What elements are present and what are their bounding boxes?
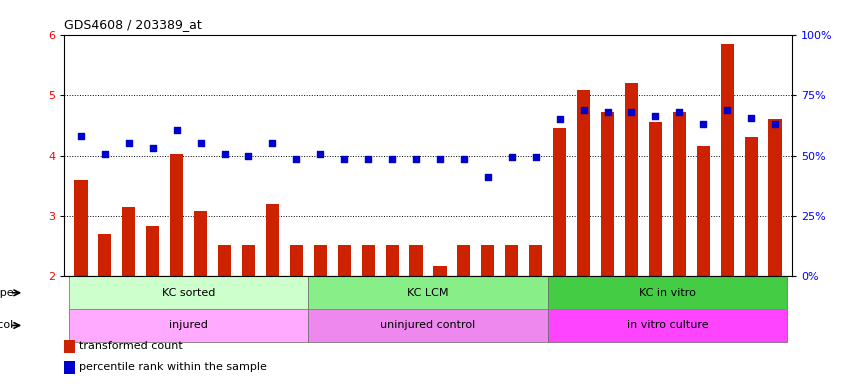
Bar <box>673 112 686 276</box>
Point <box>98 151 112 157</box>
Bar <box>601 112 614 276</box>
Text: injured: injured <box>169 320 208 331</box>
Point <box>361 156 375 162</box>
Point <box>193 141 207 147</box>
Text: KC sorted: KC sorted <box>162 288 216 298</box>
Bar <box>745 137 758 276</box>
Bar <box>577 90 590 276</box>
Point <box>385 156 399 162</box>
Bar <box>529 245 543 276</box>
Bar <box>505 245 519 276</box>
Bar <box>194 211 207 276</box>
Point <box>744 115 758 121</box>
Point <box>721 107 734 113</box>
Bar <box>433 266 447 276</box>
Bar <box>308 309 548 342</box>
Bar <box>769 119 782 276</box>
Bar <box>218 245 231 276</box>
Text: cell type: cell type <box>0 288 13 298</box>
Point <box>481 174 495 180</box>
Bar <box>649 122 662 276</box>
Bar <box>337 245 351 276</box>
Bar <box>361 245 375 276</box>
Point <box>217 151 231 157</box>
Bar <box>266 204 279 276</box>
Bar <box>625 83 638 276</box>
Bar <box>548 276 787 309</box>
Point <box>409 156 423 162</box>
Point <box>601 109 615 115</box>
Bar <box>481 245 495 276</box>
Text: protocol: protocol <box>0 320 13 331</box>
Bar <box>308 276 548 309</box>
Bar <box>69 276 308 309</box>
Text: percentile rank within the sample: percentile rank within the sample <box>79 362 266 372</box>
Point <box>433 156 447 162</box>
Point <box>241 152 255 159</box>
Bar <box>409 245 423 276</box>
Point <box>313 151 327 157</box>
Bar <box>74 180 87 276</box>
Bar <box>242 245 255 276</box>
Point <box>649 113 663 119</box>
Bar <box>69 309 308 342</box>
Point <box>768 121 782 127</box>
Text: KC in vitro: KC in vitro <box>639 288 696 298</box>
Bar <box>313 245 327 276</box>
Point <box>505 154 519 160</box>
Bar <box>553 128 566 276</box>
Bar <box>146 226 159 276</box>
Bar <box>697 146 710 276</box>
Point <box>169 127 183 133</box>
Point <box>625 109 639 115</box>
Text: GDS4608 / 203389_at: GDS4608 / 203389_at <box>64 18 202 31</box>
Text: transformed count: transformed count <box>79 341 182 351</box>
Bar <box>122 207 135 276</box>
Bar <box>290 245 303 276</box>
Point <box>577 107 591 113</box>
Text: uninjured control: uninjured control <box>380 320 476 331</box>
Point <box>74 133 88 139</box>
Point <box>457 156 471 162</box>
Bar <box>385 245 399 276</box>
Point <box>337 156 351 162</box>
Text: KC LCM: KC LCM <box>407 288 449 298</box>
Text: in vitro culture: in vitro culture <box>627 320 708 331</box>
Bar <box>721 44 734 276</box>
Bar <box>457 245 471 276</box>
Point <box>289 156 303 162</box>
Bar <box>98 234 111 276</box>
Point <box>697 121 710 127</box>
Point <box>529 154 543 160</box>
Bar <box>548 309 787 342</box>
Point <box>146 145 159 151</box>
Bar <box>170 154 183 276</box>
Point <box>553 116 567 122</box>
Point <box>673 109 687 115</box>
Point <box>265 141 279 147</box>
Point <box>122 141 135 147</box>
